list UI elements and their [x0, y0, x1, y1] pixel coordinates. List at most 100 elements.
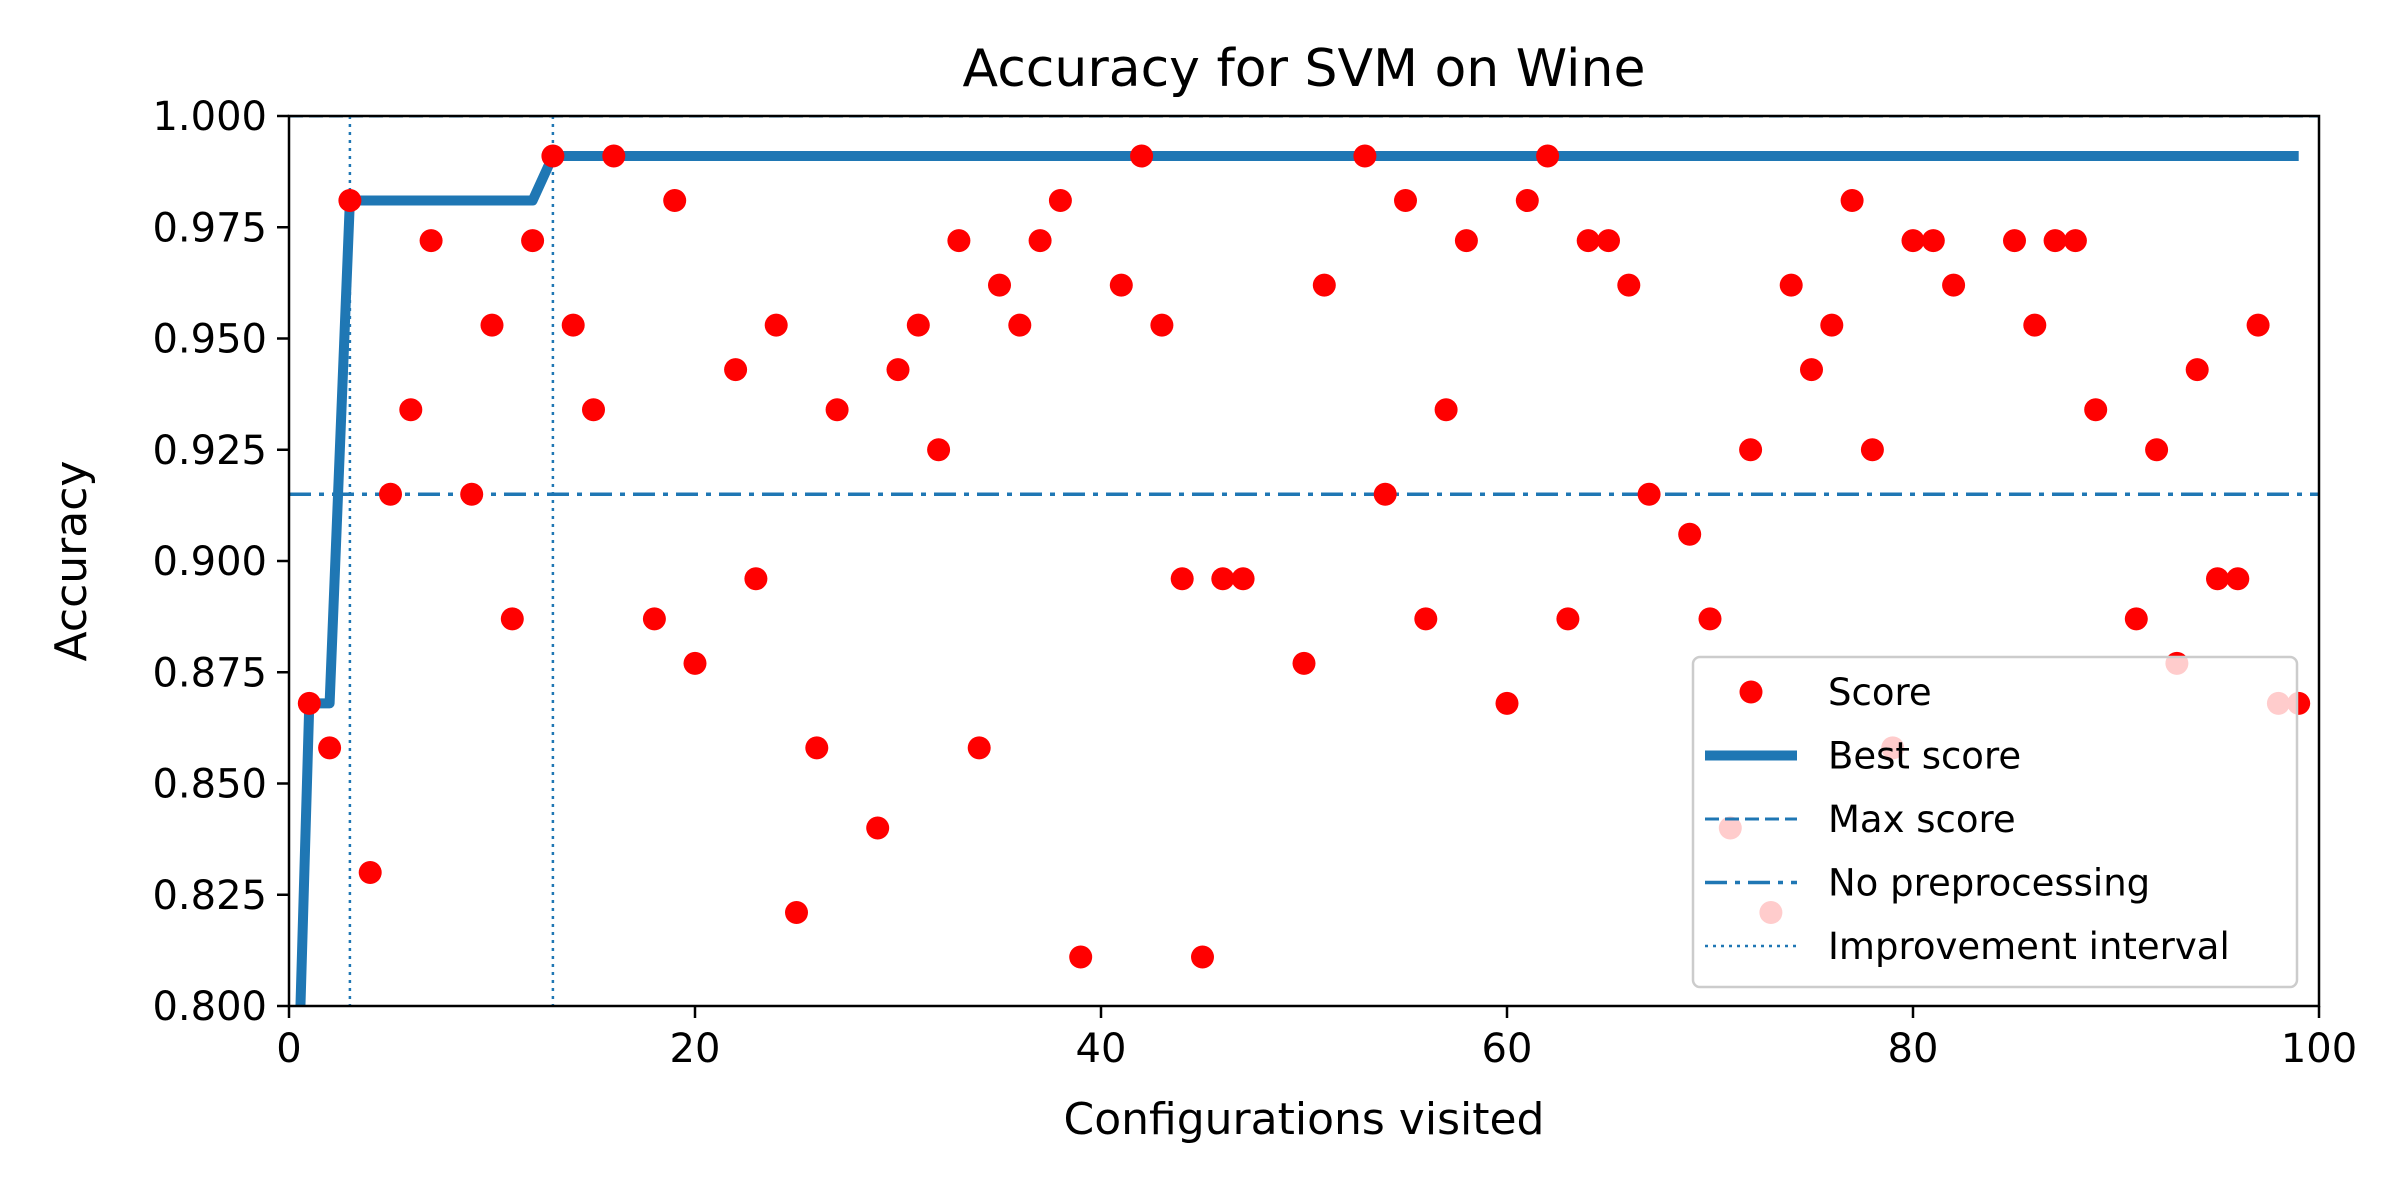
y-tick-label: 0.925 — [152, 428, 267, 474]
x-tick-label: 20 — [670, 1026, 721, 1072]
score-point — [460, 482, 484, 506]
score-point — [2145, 438, 2169, 462]
x-tick-label: 40 — [1076, 1026, 1127, 1072]
score-point — [724, 358, 748, 382]
score-point — [1150, 313, 1174, 337]
legend-label: Score — [1828, 671, 1932, 714]
score-point — [866, 816, 890, 840]
score-point — [764, 313, 788, 337]
score-point — [1536, 144, 1560, 168]
score-point — [1028, 229, 1052, 253]
score-point — [947, 229, 971, 253]
score-point — [1901, 229, 1925, 253]
score-point — [2084, 398, 2108, 422]
score-point — [805, 736, 829, 760]
x-tick-label: 80 — [1888, 1026, 1939, 1072]
legend-label: Improvement interval — [1828, 925, 2230, 968]
score-point — [663, 189, 687, 213]
score-point — [521, 229, 545, 253]
x-axis-ticks: 0 20 40 60 80 100 — [276, 1006, 2357, 1072]
score-point — [1739, 438, 1763, 462]
score-point — [1698, 607, 1722, 631]
score-point — [683, 651, 707, 675]
score-point — [1860, 438, 1884, 462]
legend-label: Best score — [1828, 735, 2021, 778]
score-point — [1170, 567, 1194, 591]
score-point — [1373, 482, 1397, 506]
score-point — [2226, 567, 2250, 591]
score-point — [744, 567, 768, 591]
score-point — [1678, 522, 1702, 546]
score-point — [1434, 398, 1458, 422]
y-tick-label: 1.000 — [152, 94, 267, 140]
score-point — [1942, 273, 1966, 297]
score-point — [1637, 482, 1661, 506]
score-point — [1109, 273, 1133, 297]
score-point — [967, 736, 991, 760]
x-tick-label: 100 — [2281, 1026, 2357, 1072]
score-point — [1353, 144, 1377, 168]
score-point — [500, 607, 524, 631]
y-tick-label: 0.975 — [152, 205, 267, 251]
score-point — [1211, 567, 1235, 591]
chart-title: Accuracy for SVM on Wine — [963, 39, 1646, 99]
score-point — [399, 398, 423, 422]
score-point — [1414, 607, 1438, 631]
score-point — [2063, 229, 2087, 253]
x-tick-label: 0 — [276, 1026, 301, 1072]
score-point — [1556, 607, 1580, 631]
legend-box — [1691, 655, 2299, 989]
score-point — [419, 229, 443, 253]
score-point — [1921, 229, 1945, 253]
score-point — [886, 358, 910, 382]
score-point — [297, 691, 321, 715]
score-point — [541, 144, 565, 168]
legend: Score Best score Max score No preprocessing… — [1691, 655, 2299, 989]
score-point — [1048, 189, 1072, 213]
score-point — [2185, 358, 2209, 382]
score-point — [1515, 189, 1539, 213]
score-point — [2124, 607, 2148, 631]
y-tick-label: 0.825 — [152, 873, 267, 919]
score-point — [1576, 229, 1600, 253]
score-point — [1779, 273, 1803, 297]
x-axis-label: Configurations visited — [1064, 1094, 1545, 1145]
score-point — [1130, 144, 1154, 168]
score-point — [1597, 229, 1620, 253]
score-point — [1495, 691, 1519, 715]
legend-label: No preprocessing — [1828, 862, 2150, 905]
score-point — [927, 438, 951, 462]
score-points-layer — [297, 144, 2311, 969]
score-point — [825, 398, 849, 422]
score-point — [1231, 567, 1255, 591]
score-point — [906, 313, 930, 337]
score-point — [1394, 189, 1417, 213]
score-point — [1820, 313, 1844, 337]
legend-score-marker — [1739, 680, 1763, 704]
legend-label: Max score — [1828, 798, 2016, 841]
y-tick-label: 0.950 — [152, 317, 267, 363]
reference-lines — [289, 116, 2319, 1006]
score-point — [642, 607, 666, 631]
score-point — [1617, 273, 1641, 297]
x-tick-label: 60 — [1482, 1026, 1533, 1072]
score-point — [785, 901, 808, 925]
score-point — [602, 144, 626, 168]
score-point — [2206, 567, 2229, 591]
score-point — [480, 313, 504, 337]
score-point — [1454, 229, 1478, 253]
score-point — [1800, 358, 1823, 382]
score-point — [1292, 651, 1316, 675]
y-axis-ticks: 0.800 0.825 0.850 0.875 0.900 0.925 0.950 0.975… — [152, 94, 289, 1030]
score-point — [1312, 273, 1336, 297]
score-point — [2246, 313, 2270, 337]
score-point — [2043, 229, 2067, 253]
y-tick-label: 0.900 — [152, 539, 267, 585]
score-point — [318, 736, 342, 760]
score-point — [379, 482, 402, 506]
y-axis-label: Accuracy — [46, 461, 97, 662]
y-tick-label: 0.800 — [152, 984, 267, 1030]
score-point — [1191, 945, 1214, 969]
score-point — [2023, 313, 2047, 337]
